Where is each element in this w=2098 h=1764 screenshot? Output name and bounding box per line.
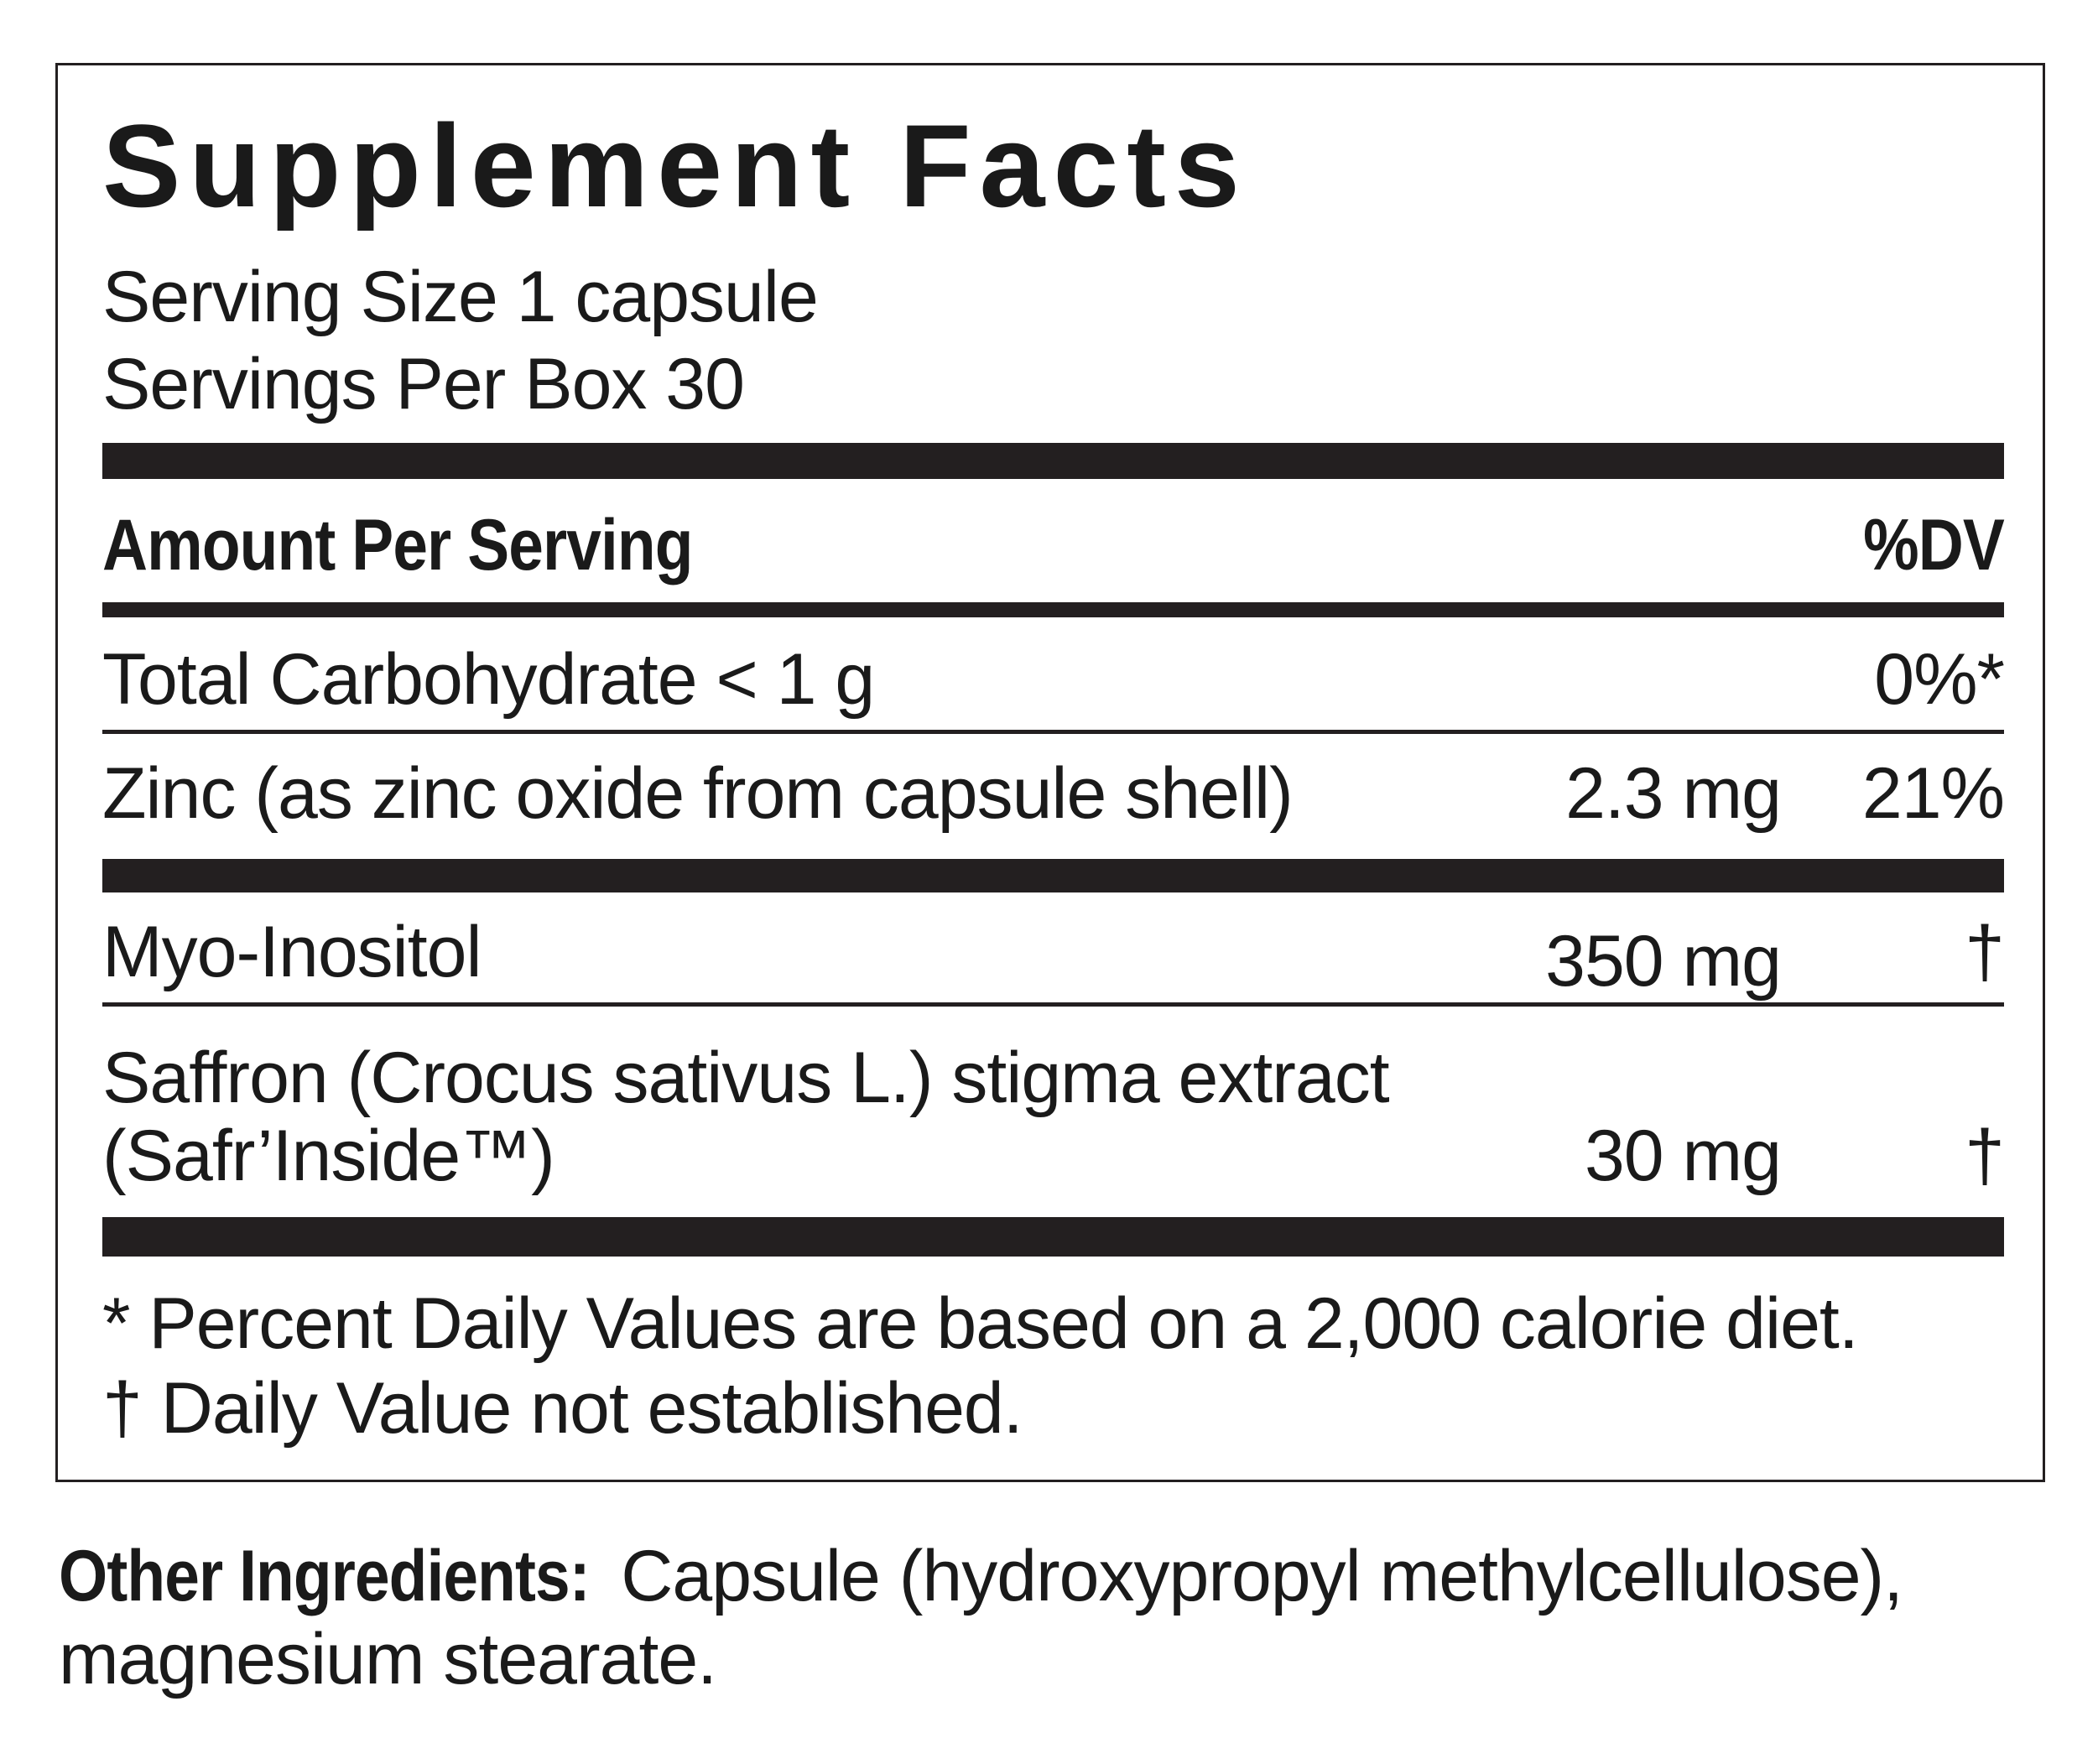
row-name-trademark: (Safr’Inside™) — [102, 1116, 555, 1196]
dv-header: %DV — [1863, 505, 2005, 585]
serving-size: Serving Size 1 capsule — [102, 257, 819, 337]
row-name: Zinc (as zinc oxide from capsule shell) — [102, 753, 1294, 834]
other-ingredients: Other Ingredients: Capsule (hydroxypropy… — [59, 1540, 1903, 1612]
row-dv: 21% — [1861, 753, 2005, 834]
amount-per-serving-header: Amount Per Serving — [102, 505, 693, 585]
other-ingredients-text-cont: magnesium stearate. — [59, 1619, 717, 1699]
thick-divider — [102, 443, 2004, 479]
row-name: Saffron (Crocus sativus L.) stigma extra… — [102, 1038, 1390, 1118]
other-ingredients-label: Other Ingredients: — [59, 1536, 591, 1616]
row-name: Total Carbohydrate < 1 g — [102, 639, 875, 720]
medium-divider — [102, 602, 2004, 617]
footnote-dv: * Percent Daily Values are based on a 2,… — [102, 1283, 1859, 1364]
row-amount: 30 mg — [1584, 1116, 1782, 1196]
row-dv: 0%* — [1874, 639, 2005, 720]
row-dv: † — [1965, 912, 2005, 992]
row-amount: 2.3 mg — [1565, 753, 1782, 834]
footnote-dagger: † Daily Value not established. — [102, 1368, 1023, 1449]
thick-divider — [102, 1217, 2004, 1257]
thick-divider — [102, 859, 2004, 892]
thin-divider — [102, 1002, 2004, 1007]
other-ingredients-text: Capsule (hydroxypropyl methylcellulose), — [601, 1536, 1903, 1616]
row-amount: 350 mg — [1545, 921, 1782, 1002]
row-dv: † — [1965, 1116, 2005, 1196]
servings-per-container: Servings Per Box 30 — [102, 344, 745, 424]
panel-title: Supplement Facts — [102, 100, 1248, 232]
row-name: Myo-Inositol — [102, 912, 482, 992]
thin-divider — [102, 730, 2004, 734]
supplement-facts-panel — [55, 63, 2045, 1482]
